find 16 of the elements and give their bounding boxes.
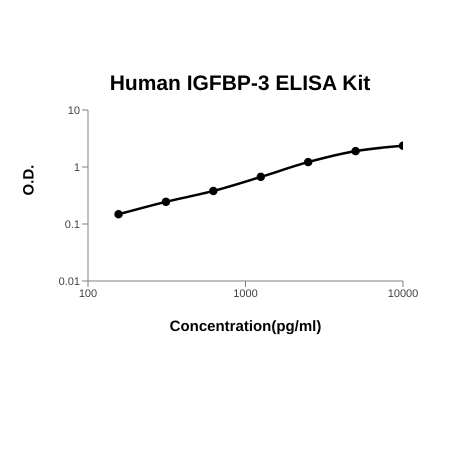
chart-title: Human IGFBP-3 ELISA Kit bbox=[108, 72, 372, 96]
y-tick-label: 0.1 bbox=[64, 218, 80, 231]
x-axis-title: Concentration(pg/ml) bbox=[170, 318, 322, 335]
x-tick-label: 100 bbox=[78, 288, 98, 300]
point bbox=[304, 158, 312, 166]
point bbox=[209, 186, 218, 196]
y-tick-label: 1 bbox=[74, 162, 80, 174]
y-axis-title: O.D. bbox=[20, 164, 38, 196]
point bbox=[162, 198, 170, 206]
y-tick-label: 0.01 bbox=[58, 276, 80, 288]
x-tick-label: 1000 bbox=[233, 288, 258, 300]
point bbox=[256, 172, 266, 182]
y-tick-label: 10 bbox=[68, 104, 80, 117]
point bbox=[351, 146, 360, 156]
point bbox=[114, 210, 123, 219]
x-tick-label: 10000 bbox=[388, 288, 418, 300]
